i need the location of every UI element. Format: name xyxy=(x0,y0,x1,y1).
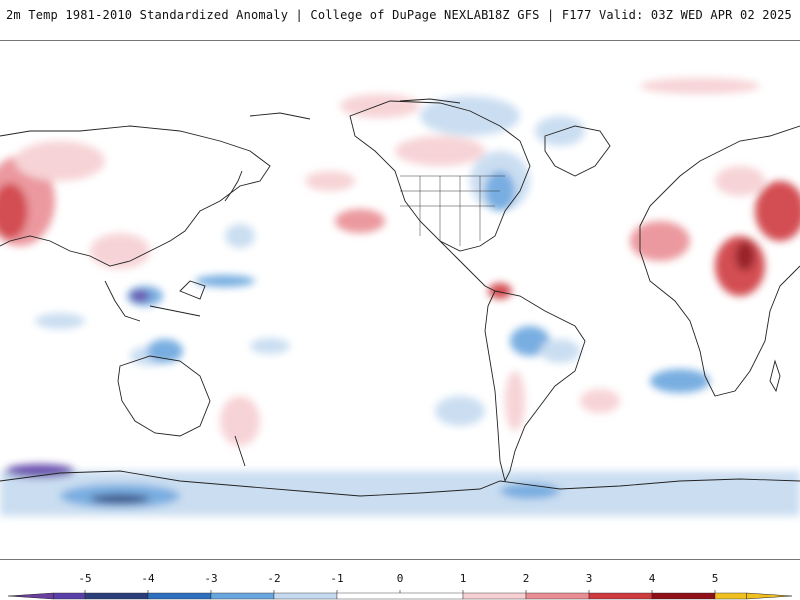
legend-tick-label: -2 xyxy=(267,572,280,585)
header: 2m Temp 1981-2010 Standardized Anomaly |… xyxy=(0,0,800,32)
legend-color-bin xyxy=(588,592,653,600)
anomaly-shading xyxy=(0,78,800,516)
color-legend: -5 -4 -3 -2 -1 0 1 2 3 4 5 xyxy=(0,568,800,600)
legend-color-bin xyxy=(651,592,716,600)
map-canvas xyxy=(0,78,800,516)
legend-color-bin xyxy=(147,592,212,600)
legend-high-arrow xyxy=(746,592,793,600)
legend-tick-label: -5 xyxy=(78,572,91,585)
legend-tick-label: 1 xyxy=(460,572,467,585)
legend-color-bin xyxy=(525,592,590,600)
model-run-info: 18Z GFS | F177 Valid: 03Z WED APR 02 202… xyxy=(487,8,792,22)
legend-color-bin xyxy=(273,592,338,600)
legend-tick-label: 5 xyxy=(712,572,719,585)
legend-color-bin xyxy=(210,592,275,600)
coastlines xyxy=(0,98,800,497)
legend-tick-label: 0 xyxy=(397,572,404,585)
legend-tick-label: -4 xyxy=(141,572,155,585)
legend-color-bin xyxy=(462,592,527,600)
legend-tick-label: -1 xyxy=(330,572,343,585)
legend-tick-label: -3 xyxy=(204,572,217,585)
political-borders xyxy=(400,175,505,246)
legend-tick-label: 3 xyxy=(586,572,593,585)
legend-tick-label: 2 xyxy=(523,572,530,585)
legend-bar: -5 -4 -3 -2 -1 0 1 2 3 4 5 xyxy=(7,572,793,600)
legend-color-bin xyxy=(336,592,464,600)
legend-color-bin xyxy=(53,592,86,600)
map-title: 2m Temp 1981-2010 Standardized Anomaly |… xyxy=(6,8,489,22)
legend-tick-label: 4 xyxy=(649,572,656,585)
anomaly-map xyxy=(0,40,800,560)
legend-color-bin xyxy=(84,592,149,600)
legend-low-arrow xyxy=(7,592,54,600)
legend-color-bin xyxy=(714,592,747,600)
